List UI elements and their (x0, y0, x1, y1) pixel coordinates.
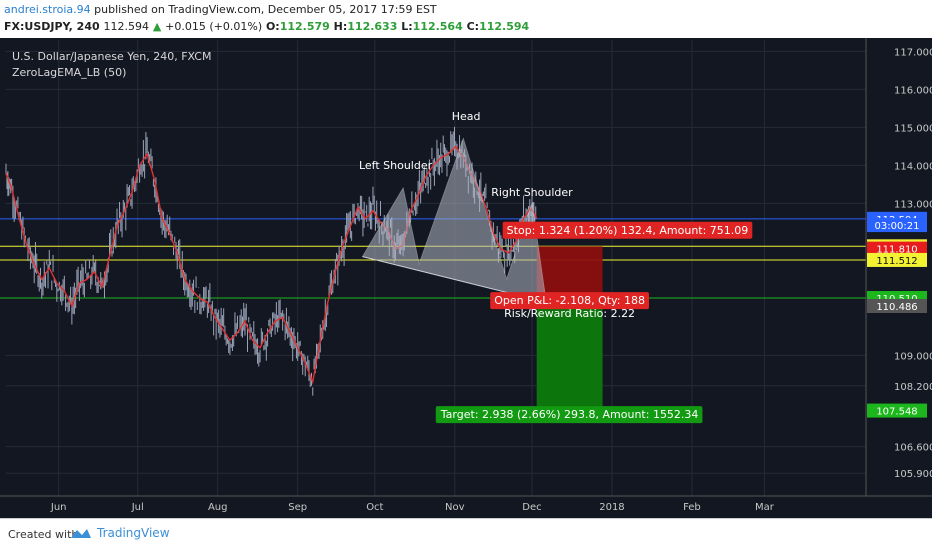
author-link[interactable]: andrei.stroia.94 (4, 3, 91, 16)
y-tick-label: 109.000 (894, 351, 932, 362)
footer-brand: TradingView (97, 526, 170, 540)
symbol-label: FX:USDJPY, 240 (4, 20, 100, 33)
y-tick-label: 115.000 (894, 123, 932, 134)
x-tick-label: Jul (131, 502, 144, 513)
head-label-group: Head (452, 110, 481, 123)
x-tick-label: Nov (445, 502, 465, 513)
position-tool[interactable] (536, 246, 603, 411)
stop-label-box (502, 221, 753, 239)
y-tick-label: 106.600 (894, 443, 932, 454)
x-tick-label: Sep (288, 502, 307, 513)
risk-reward-label-group: Risk/Reward Ratio: 2.22 (504, 307, 635, 320)
open-pnl-label-group: Open P&L: -2.108, Qty: 188 (490, 292, 649, 310)
close-value: 112.594 (479, 20, 530, 33)
pattern-shape (361, 137, 547, 303)
price-tag-box (867, 299, 927, 313)
y-tick-label: 114.000 (894, 161, 932, 172)
high-label: H: (333, 20, 348, 33)
price-tag-box (867, 252, 927, 267)
high-value: 112.633 (347, 20, 398, 33)
footer-created: Created with (8, 528, 79, 541)
x-tick-label: Jun (50, 502, 67, 513)
target-label: Target: 2.938 (2.66%) 293.8, Amount: 155… (440, 408, 699, 421)
target-label-group: Target: 2.938 (2.66%) 293.8, Amount: 155… (435, 406, 703, 424)
price-tag-box (867, 241, 927, 256)
tradingview-logo-icon (71, 529, 91, 538)
y-tick-label: 117.000 (894, 47, 932, 58)
y-tick-label: 108.200 (894, 382, 932, 393)
x-tick-label: 2018 (599, 502, 624, 513)
published-text: published on TradingView.com, December 0… (94, 3, 437, 16)
x-tick-label: Oct (366, 502, 383, 513)
open-label: O: (265, 20, 280, 33)
legend-instrument: U.S. Dollar/Japanese Yen, 240, FXCM (12, 50, 211, 63)
x-tick-label: Dec (522, 502, 541, 513)
target-label-box (435, 406, 703, 424)
risk-reward-label: Risk/Reward Ratio: 2.22 (504, 307, 635, 320)
price-tag-label: 110.486 (876, 302, 917, 313)
x-tick-label: Mar (755, 502, 775, 513)
change-value: +0.015 (+0.01%) (165, 20, 263, 33)
footer: Created with TradingView (0, 518, 932, 551)
y-tick-label: 116.000 (894, 85, 932, 96)
stop-label: Stop: 1.324 (1.20%) 132.4, Amount: 751.0… (507, 224, 749, 237)
stop-zone (536, 246, 603, 299)
annotations: U.S. Dollar/Japanese Yen, 240, FXCM Zero… (12, 50, 753, 424)
y-tick-label: 113.000 (894, 199, 932, 210)
publish-info: andrei.stroia.94 published on TradingVie… (4, 3, 437, 16)
price-tag-box (867, 403, 927, 418)
x-tick-label: Feb (683, 502, 701, 513)
low-label: L: (401, 20, 413, 33)
ema-line (5, 145, 538, 385)
y-tick-label: 105.900 (894, 469, 932, 480)
target-zone (536, 298, 603, 411)
open-pnl-label-box (490, 292, 649, 310)
legend-indicator: ZeroLagEMA_LB (50) (12, 66, 126, 79)
price-tags: 112.59403:00:21111.871111.810111.512110.… (867, 211, 927, 418)
ema-series (5, 145, 538, 385)
price-tag-label: 111.810 (876, 245, 917, 256)
open-value: 112.579 (279, 20, 330, 33)
price-chart[interactable]: 117.000 116.000 115.000 114.000 113.000 109.0… (0, 38, 932, 518)
right-shoulder-label: Right Shoulder (491, 186, 573, 199)
y-axis-panel (866, 38, 932, 518)
left-shoulder-label-group: Left Shoulder (359, 159, 433, 172)
price-tag-label: 107.548 (876, 407, 917, 418)
low-value: 112.564 (412, 20, 463, 33)
axes: 117.000 116.000 115.000 114.000 113.000 109.0… (0, 38, 932, 518)
price-tag-box (867, 218, 927, 233)
stop-label-group: Stop: 1.324 (1.20%) 132.4, Amount: 751.0… (502, 221, 753, 239)
symbol-quote: FX:USDJPY, 240 112.594 ▲ +0.015 (+0.01%)… (4, 20, 529, 33)
last-price: 112.594 (103, 20, 150, 33)
chart-area[interactable]: 117.000 116.000 115.000 114.000 113.000 109.0… (0, 38, 932, 518)
price-tag-label: 111.512 (876, 256, 917, 267)
right-shoulder-label-group: Right Shoulder (491, 186, 573, 199)
change-arrow: ▲ (152, 20, 162, 33)
head-label: Head (452, 110, 481, 123)
open-pnl-label: Open P&L: -2.108, Qty: 188 (494, 294, 645, 307)
publish-header: andrei.stroia.94 published on TradingVie… (0, 0, 932, 38)
close-label: C: (466, 20, 480, 33)
left-shoulder-label: Left Shoulder (359, 159, 433, 172)
tradingview-brand[interactable]: TradingView (70, 526, 170, 540)
price-tag-label: 03:00:21 (875, 221, 920, 232)
x-tick-label: Aug (208, 502, 228, 513)
